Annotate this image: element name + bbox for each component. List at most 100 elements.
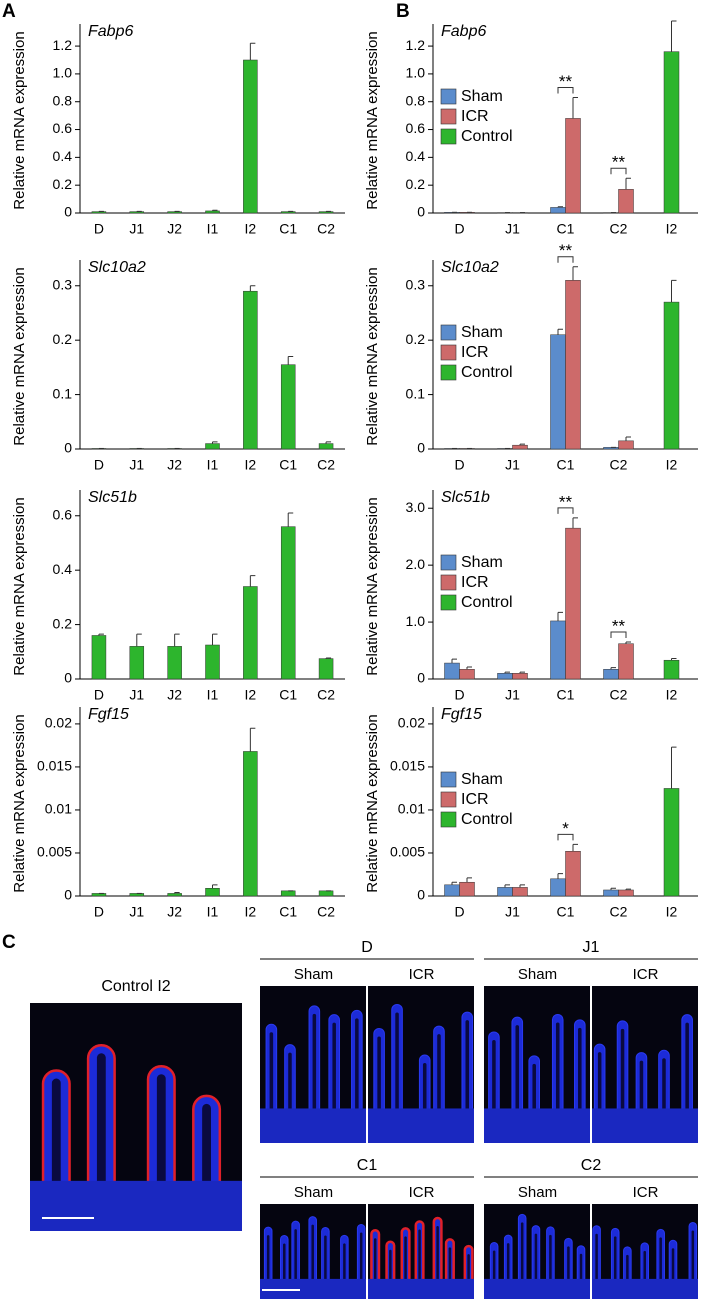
group-title: C1 [357,1157,378,1174]
legend-swatch [440,771,457,788]
chart-title: Fgf15 [88,706,129,723]
y-tick-label: 0.2 [406,176,426,192]
y-axis-label: Relative mRNA expression [364,31,381,209]
legend-label: Sham [461,88,503,105]
x-tick-label: C1 [279,457,297,473]
legend-label: Control [461,811,513,828]
x-tick-label: I2 [245,221,257,237]
y-tick-label: 0 [64,204,72,220]
bar [167,893,182,897]
bar [512,887,528,897]
bar [618,189,634,214]
error-bar [557,206,563,208]
y-tick-label: 0 [64,440,72,456]
error-bar [212,884,218,889]
y-tick-label: 1.0 [406,613,426,629]
legend-swatch [440,364,457,381]
significance-label: * [562,819,569,838]
bar [550,878,566,897]
column-label: Sham [518,966,557,983]
x-tick-label: J1 [505,904,520,920]
y-tick-label: 1.0 [53,65,73,81]
panel-label: A [2,1,16,22]
x-tick-label: I1 [207,687,219,703]
crypt-layer [368,1278,474,1299]
legend-swatch [440,344,457,361]
y-tick-label: 0.4 [406,148,426,164]
error-bar [572,266,578,281]
bar [565,527,581,680]
x-tick-label: C2 [317,457,335,473]
error-bar [671,279,677,303]
significance-bracket [557,87,574,94]
error-bar [451,881,457,885]
legend-label: ICR [461,108,489,125]
y-tick-label: 0.8 [53,92,73,108]
image-title: Control I2 [101,978,170,995]
bar [550,334,566,450]
column-label: ICR [633,966,659,983]
y-tick-label: 0 [417,670,425,686]
panel-label: B [396,1,410,22]
x-tick-label: I1 [207,904,219,920]
bar [663,301,680,450]
y-tick-label: 0.2 [53,331,73,347]
crypt-layer [592,1278,698,1299]
error-bar [174,633,180,647]
bar [565,280,581,450]
x-tick-label: J1 [129,687,144,703]
y-tick-label: 0 [417,204,425,220]
x-tick-label: C2 [317,687,335,703]
significance-label: ** [612,153,626,172]
bar [318,890,334,897]
legend-label: Control [461,364,513,381]
legend-label: ICR [461,791,489,808]
bar [618,643,634,680]
x-tick-label: C2 [610,457,628,473]
bar [459,669,475,680]
bar [618,889,634,897]
error-bar [451,658,457,664]
crypt-layer [484,1108,590,1143]
y-tick-label: 0.015 [390,758,425,774]
villus-core [355,1018,359,1143]
legend-swatch [440,108,457,125]
y-tick-label: 2.0 [406,556,426,572]
x-tick-label: I2 [666,687,678,703]
villus-core [515,1025,520,1143]
x-tick-label: I2 [666,457,678,473]
chart-title: Slc51b [88,489,137,506]
y-tick-label: 0.1 [53,385,73,401]
x-tick-label: D [94,221,104,237]
y-tick-label: 0.01 [45,801,72,817]
y-tick-label: 0 [417,887,425,903]
error-bar [572,97,578,119]
bar [243,751,258,897]
group-title: C2 [581,1157,602,1174]
crypt-layer [368,1108,474,1143]
villus-core [685,1022,689,1143]
y-tick-label: 0.015 [37,758,72,774]
y-tick-label: 0.02 [398,715,425,731]
micrograph [368,1204,474,1299]
y-tick-label: 0.4 [53,148,73,164]
x-tick-label: C2 [610,904,628,920]
legend-swatch [440,88,457,105]
y-axis-label: Relative mRNA expression [364,714,381,892]
error-bar [212,633,218,645]
error-bar [610,667,616,670]
villus-core [96,1053,106,1231]
error-bar [572,517,578,529]
legend-swatch [440,594,457,611]
x-tick-label: J2 [167,221,182,237]
bar [243,290,258,450]
x-tick-label: D [94,457,104,473]
x-tick-label: C1 [557,687,575,703]
y-tick-label: 1.0 [406,65,426,81]
error-bar [671,746,677,789]
bar [129,646,145,680]
legend-swatch [440,128,457,145]
y-tick-label: 0.005 [37,844,72,860]
error-bar [671,20,677,52]
significance-bracket [610,167,627,175]
